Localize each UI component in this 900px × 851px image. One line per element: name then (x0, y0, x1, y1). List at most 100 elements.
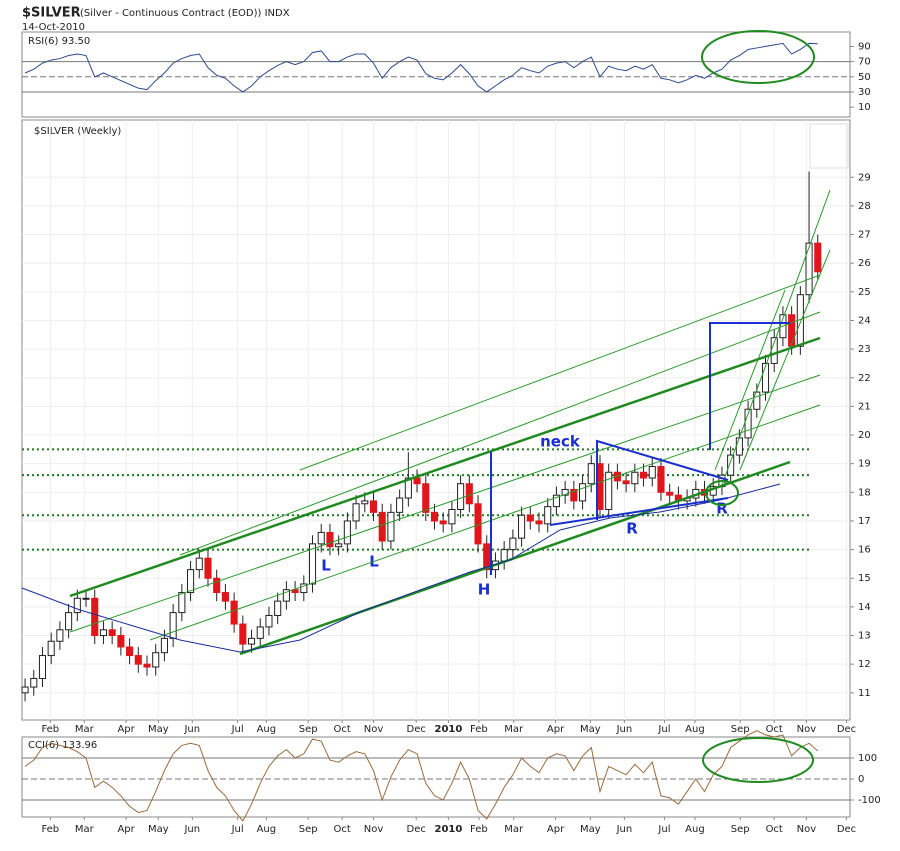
x-tick-label: Jul (657, 724, 670, 735)
y-tick-label: 13 (858, 631, 871, 642)
annotation: H (478, 581, 491, 599)
trend-line (721, 189, 831, 486)
pattern-line (549, 497, 729, 526)
x-tick-label: Sep (731, 724, 750, 735)
candle-body (326, 531, 334, 548)
annotation: L (321, 557, 331, 575)
candle-body (657, 466, 665, 493)
y-tick-label: 10 (858, 102, 871, 113)
candle-body (483, 543, 491, 571)
candle-body (213, 577, 221, 594)
y-tick-label: 17 (858, 516, 871, 527)
x-tick-label: Dec (407, 724, 426, 735)
y-tick-label: -100 (858, 795, 881, 806)
rsi-panel (21, 31, 851, 118)
candle-body (448, 508, 456, 525)
candle-body (404, 477, 412, 499)
candle-body (457, 483, 465, 510)
x-tick-label: Jul (231, 824, 244, 835)
candle-body (221, 592, 229, 602)
cci-label: CCI(6) 133.96 (28, 740, 97, 751)
candle-body (648, 466, 656, 479)
y-tick-label: 28 (858, 201, 871, 212)
price-panel (21, 119, 851, 721)
candle-body (570, 488, 578, 502)
moving-average (21, 483, 781, 653)
x-tick-label: Nov (364, 824, 384, 835)
y-tick-label: 70 (858, 57, 871, 68)
blank-box (809, 123, 849, 169)
candle-body (247, 637, 256, 645)
candle-body (169, 612, 177, 639)
x-tick-label: Apr (547, 824, 565, 835)
y-tick-label: 16 (858, 545, 871, 556)
candle-body (413, 477, 421, 485)
trend-line (714, 289, 786, 471)
x-tick-label: Aug (257, 724, 277, 735)
trend-line (179, 311, 821, 556)
candle-body (117, 635, 125, 648)
candle-body (352, 503, 360, 522)
candle-body (753, 391, 761, 410)
x-tick-label: Feb (470, 824, 488, 835)
indicator-line (24, 42, 818, 93)
candle-body (73, 597, 81, 614)
candle-body (256, 626, 264, 639)
trend-line (239, 460, 791, 656)
candle-body (335, 543, 343, 548)
candle-body (814, 242, 822, 273)
y-tick-label: 100 (858, 753, 877, 764)
x-tick-label: Mar (504, 724, 524, 735)
candle-body (788, 314, 796, 347)
candle-body (727, 454, 735, 476)
candle-body (230, 600, 238, 625)
y-tick-label: 18 (858, 487, 871, 498)
x-tick-label: Sep (299, 824, 318, 835)
x-tick-label: Mar (75, 824, 95, 835)
chart-subtitle: (Silver - Continuous Contract (EOD)) IND… (80, 8, 290, 19)
trend-line (69, 374, 821, 633)
x-tick-label: Dec (837, 724, 856, 735)
x-tick-label: May (148, 824, 169, 835)
candle-body (38, 655, 47, 679)
y-tick-label: 50 (858, 72, 871, 83)
x-tick-label: Jun (616, 824, 633, 835)
y-tick-label: 24 (858, 315, 871, 326)
y-tick-label: 12 (858, 659, 871, 670)
annotation: R (626, 520, 638, 538)
candle-body (160, 637, 168, 654)
candle-body (535, 520, 543, 525)
candle-body (99, 629, 107, 637)
candle-body (317, 531, 325, 545)
candle-body (47, 640, 55, 657)
candle-body (544, 506, 552, 525)
x-tick-label: Oct (766, 824, 783, 835)
candle-body (178, 592, 186, 614)
candle-body (143, 663, 151, 668)
candle-body (274, 600, 282, 616)
x-tick-label: Oct (333, 824, 350, 835)
x-tick-label: May (580, 824, 601, 835)
x-tick-label: Dec (837, 824, 856, 835)
x-tick-label: Aug (685, 824, 705, 835)
highlight (702, 737, 814, 783)
candle-body (204, 557, 212, 579)
candle-body (500, 549, 508, 562)
price-label: $SILVER (Weekly) (34, 126, 121, 137)
y-tick-label: 19 (858, 459, 871, 470)
trend-line (69, 336, 821, 598)
y-tick-label: 27 (858, 230, 871, 241)
x-tick-label: Oct (766, 724, 783, 735)
candle-body (735, 437, 743, 456)
y-tick-label: 15 (858, 573, 871, 584)
y-tick-label: 30 (858, 87, 871, 98)
y-tick-label: 29 (858, 172, 871, 183)
x-tick-label: Aug (257, 824, 277, 835)
x-tick-label: Jul (231, 724, 244, 735)
rsi-label: RSI(6) 93.50 (28, 36, 90, 47)
y-tick-label: 22 (858, 373, 871, 384)
x-tick-label: Apr (117, 724, 135, 735)
x-tick-label: Jun (616, 724, 633, 735)
candle-body (30, 677, 38, 688)
